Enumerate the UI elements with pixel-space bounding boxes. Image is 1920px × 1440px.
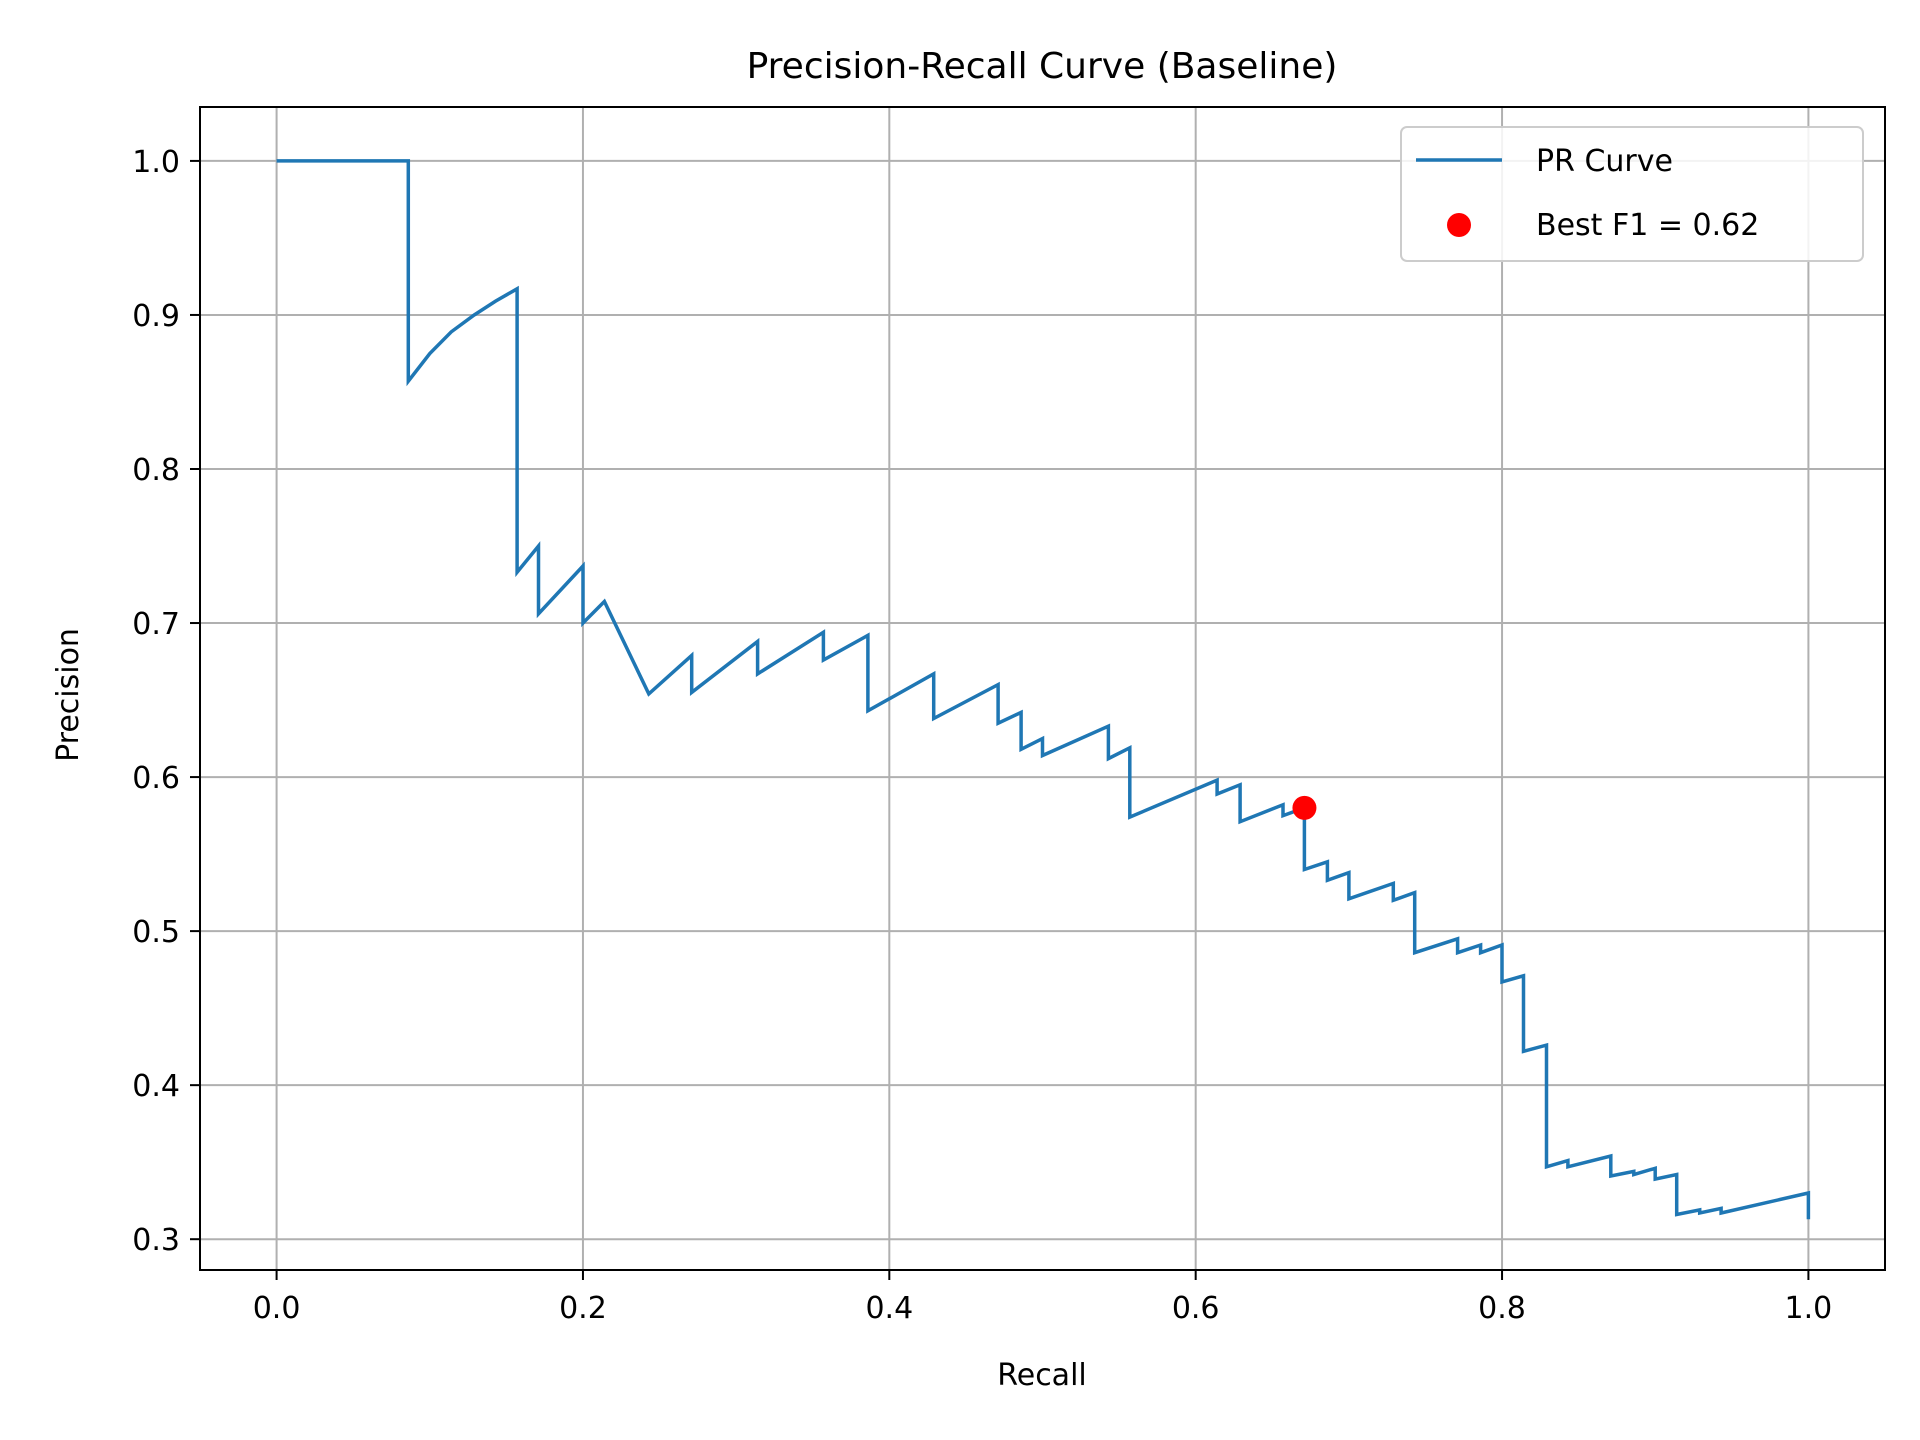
x-tick-label: 0.8 bbox=[1478, 1291, 1526, 1326]
y-tick-label: 0.6 bbox=[132, 761, 180, 796]
x-tick-label: 0.2 bbox=[559, 1291, 607, 1326]
y-tick-label: 0.8 bbox=[132, 453, 180, 488]
best-f1-point bbox=[1292, 796, 1316, 820]
x-tick-label: 0.0 bbox=[253, 1291, 301, 1326]
y-tick-label: 1.0 bbox=[132, 145, 180, 180]
chart-title: Precision-Recall Curve (Baseline) bbox=[747, 46, 1338, 87]
y-tick-label: 0.5 bbox=[132, 915, 180, 950]
y-axis-label: Precision bbox=[51, 628, 86, 762]
x-tick-label: 1.0 bbox=[1785, 1291, 1833, 1326]
x-tick-label: 0.6 bbox=[1172, 1291, 1220, 1326]
x-tick-label: 0.4 bbox=[865, 1291, 913, 1326]
x-axis-label: Recall bbox=[997, 1358, 1087, 1393]
y-tick-label: 0.4 bbox=[132, 1069, 180, 1104]
legend: PR Curve Best F1 = 0.62 bbox=[1401, 127, 1863, 261]
legend-label-best-f1: Best F1 = 0.62 bbox=[1536, 208, 1759, 243]
y-tick-label: 0.9 bbox=[132, 299, 180, 334]
legend-label-pr-curve: PR Curve bbox=[1536, 144, 1673, 179]
y-tick-label: 0.7 bbox=[132, 607, 180, 642]
legend-marker-best-f1 bbox=[1447, 213, 1471, 237]
y-tick-label: 0.3 bbox=[132, 1223, 180, 1258]
